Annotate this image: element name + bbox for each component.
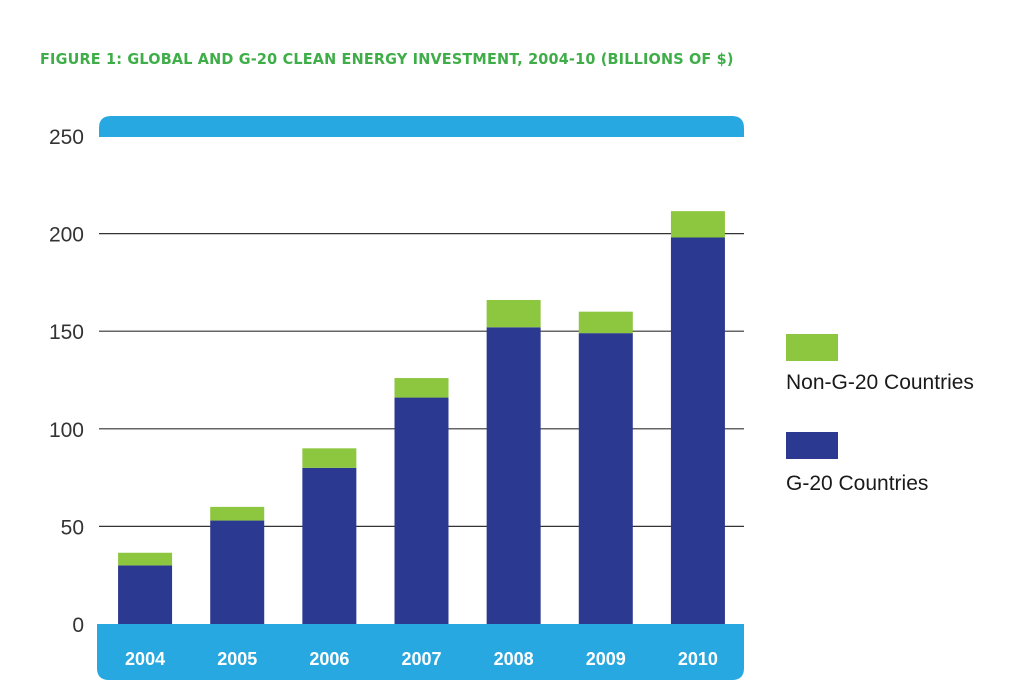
- x-tick-label: 2005: [217, 649, 257, 669]
- bar-non-g20-2006: [302, 448, 357, 468]
- legend-swatch-g20: [786, 432, 838, 459]
- y-tick-label: 0: [72, 614, 84, 637]
- x-tick-label: 2004: [125, 649, 165, 669]
- legend-label-g20: G-20 Countries: [786, 472, 928, 495]
- x-tick-label: 2007: [401, 649, 441, 669]
- bar-g20-2004: [118, 565, 173, 624]
- y-tick-label: 250: [49, 126, 84, 149]
- bars: [118, 211, 725, 624]
- y-tick-label: 100: [49, 419, 84, 442]
- bar-non-g20-2005: [210, 506, 265, 521]
- bar-non-g20-2004: [118, 552, 173, 566]
- bar-non-g20-2007: [394, 378, 449, 398]
- y-axis: 0 50 100 150 200 250: [49, 126, 84, 637]
- bar-g20-2005: [210, 520, 265, 624]
- bar-g20-2007: [394, 397, 449, 624]
- y-tick-label: 50: [61, 516, 84, 539]
- x-axis: 2004 2005 2006 2007 2008 2009 2010: [125, 649, 718, 669]
- legend-label-non-g20: Non-G-20 Countries: [786, 371, 974, 394]
- x-tick-label: 2010: [678, 649, 718, 669]
- y-tick-label: 150: [49, 321, 84, 344]
- chart-title: FIGURE 1: GLOBAL AND G-20 CLEAN ENERGY I…: [40, 50, 734, 68]
- top-band: [99, 116, 744, 137]
- legend-swatch-non-g20: [786, 334, 838, 361]
- y-tick-label: 200: [49, 224, 84, 247]
- bar-g20-2009: [578, 333, 633, 624]
- bar-non-g20-2010: [670, 211, 725, 238]
- x-tick-label: 2008: [494, 649, 534, 669]
- bar-g20-2008: [486, 327, 541, 624]
- bar-g20-2006: [302, 467, 357, 624]
- x-tick-label: 2009: [586, 649, 626, 669]
- bar-non-g20-2008: [486, 299, 541, 328]
- x-axis-band: [97, 624, 744, 680]
- bar-g20-2010: [670, 237, 725, 624]
- legend: Non-G-20 Countries G-20 Countries: [786, 334, 974, 495]
- bar-non-g20-2009: [578, 311, 633, 334]
- x-tick-label: 2006: [309, 649, 349, 669]
